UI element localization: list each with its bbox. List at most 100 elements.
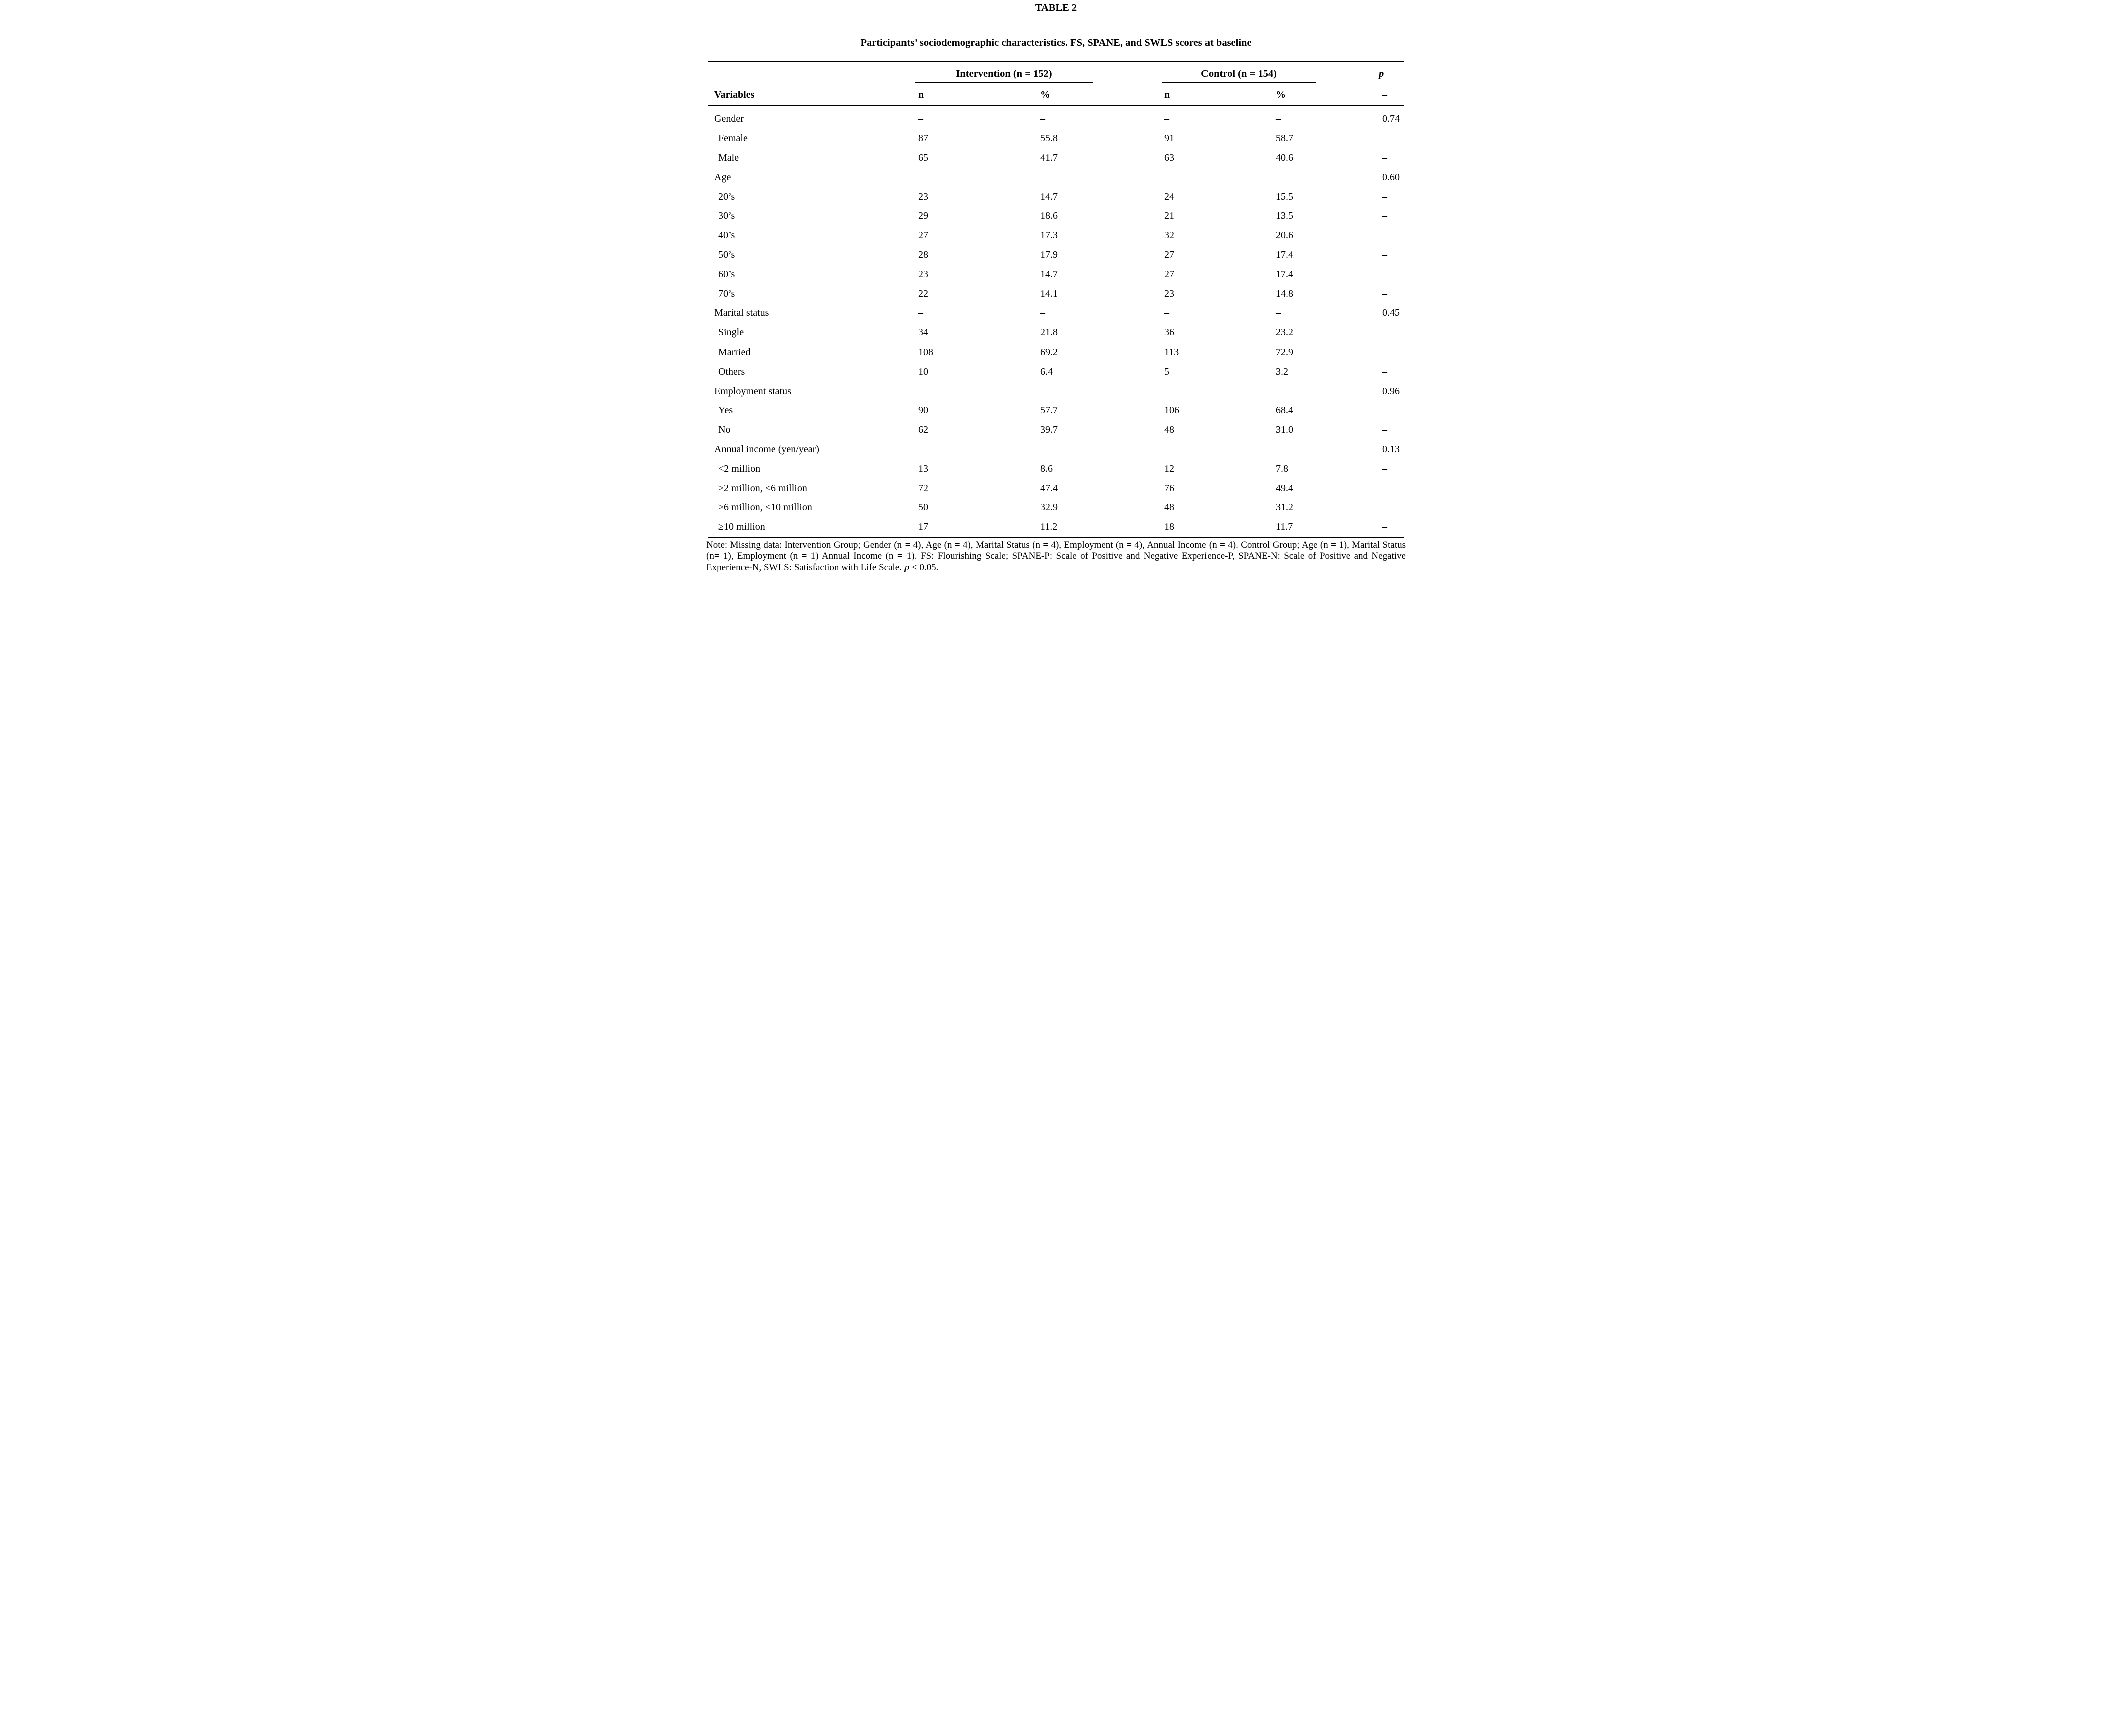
percent-cell: 41.7 — [1040, 152, 1058, 163]
percent-cell: 18.6 — [1040, 210, 1058, 222]
n-cell: 36 — [1164, 327, 1174, 338]
percent-cell: 20.6 — [1276, 230, 1293, 241]
control-n-header: n — [1164, 89, 1170, 100]
percent-cell: 21.8 — [1040, 327, 1058, 338]
table-row: 50’s 28 17.9 27 17.4 – — [708, 245, 1404, 265]
percent-cell: 11.7 — [1276, 521, 1293, 533]
percent-cell: 7.8 — [1276, 463, 1288, 474]
table-row: <2 million 13 8.6 12 7.8 – — [708, 459, 1404, 479]
row-label-cell: No — [718, 424, 731, 436]
table-row: Married 108 69.2 113 72.9 – — [708, 342, 1404, 362]
n-cell: 108 — [918, 346, 933, 358]
p-cell: – — [1382, 133, 1387, 144]
percent-cell: – — [1276, 385, 1281, 397]
p-cell: 0.74 — [1382, 113, 1400, 125]
table-number: TABLE 2 — [1035, 2, 1077, 13]
note-text: Note: Missing data: Intervention Group; … — [706, 540, 1406, 573]
percent-cell: 40.6 — [1276, 152, 1293, 163]
percent-cell: 69.2 — [1040, 346, 1058, 358]
percent-cell: 32.9 — [1040, 502, 1058, 513]
p-cell: 0.13 — [1382, 443, 1400, 455]
percent-cell: 58.7 — [1276, 133, 1293, 144]
percent-cell: 31.2 — [1276, 502, 1293, 513]
percent-cell: 3.2 — [1276, 366, 1288, 377]
p-cell: – — [1382, 463, 1387, 474]
percent-cell: 47.4 — [1040, 482, 1058, 494]
percent-cell: 14.7 — [1040, 191, 1058, 202]
table-row: Single 34 21.8 36 23.2 – — [708, 323, 1404, 342]
n-cell: 13 — [918, 463, 928, 474]
percent-cell: – — [1040, 113, 1045, 125]
row-label-cell: 20’s — [718, 191, 735, 202]
n-cell: 22 — [918, 288, 928, 299]
p-cell: 0.45 — [1382, 307, 1400, 319]
n-cell: 91 — [1164, 133, 1174, 144]
percent-cell: 17.9 — [1040, 249, 1058, 260]
n-cell: 12 — [1164, 463, 1174, 474]
n-cell: – — [918, 171, 923, 183]
percent-cell: 23.2 — [1276, 327, 1293, 338]
percent-cell: 49.4 — [1276, 482, 1293, 494]
percent-cell: – — [1276, 171, 1281, 183]
n-cell: 17 — [918, 521, 928, 533]
n-cell: 65 — [918, 152, 928, 163]
n-cell: 63 — [1164, 152, 1174, 163]
n-cell: 34 — [918, 327, 928, 338]
n-cell: 24 — [1164, 191, 1174, 202]
p-cell: – — [1382, 288, 1387, 299]
n-cell: 23 — [918, 268, 928, 280]
p-cell: – — [1382, 327, 1387, 338]
table-row: Annual income (yen/year) – – – – 0.13 — [708, 440, 1404, 459]
n-cell: – — [1164, 385, 1169, 397]
percent-cell: – — [1276, 307, 1281, 319]
n-cell: 18 — [1164, 521, 1174, 533]
percent-cell: 13.5 — [1276, 210, 1293, 222]
n-cell: 23 — [1164, 288, 1174, 299]
n-cell: 27 — [918, 230, 928, 241]
p-cell: – — [1382, 152, 1387, 163]
note-p-symbol: p — [904, 562, 910, 573]
page: TABLE 2 Participants’ sociodemographic c… — [704, 0, 1408, 579]
n-cell: 72 — [918, 482, 928, 494]
row-label-cell: Single — [718, 327, 744, 338]
row-label-cell: 40’s — [718, 230, 735, 241]
table-row: ≥2 million, <6 million 72 47.4 76 49.4 – — [708, 479, 1404, 498]
p-cell: – — [1382, 191, 1387, 202]
n-cell: – — [918, 443, 923, 455]
p-cell: – — [1382, 230, 1387, 241]
n-cell: 28 — [918, 249, 928, 260]
table-row: ≥10 million 17 11.2 18 11.7 – — [708, 517, 1404, 537]
header-rule — [708, 104, 1404, 106]
percent-cell: – — [1040, 443, 1045, 455]
n-cell: 5 — [1164, 366, 1169, 377]
row-label-cell: Age — [714, 171, 731, 183]
percent-cell: 14.1 — [1040, 288, 1058, 299]
percent-cell: 6.4 — [1040, 366, 1053, 377]
row-label-cell: Gender — [714, 113, 744, 125]
row-label-cell: Annual income (yen/year) — [714, 443, 819, 455]
row-label-cell: Others — [718, 366, 745, 377]
n-cell: 27 — [1164, 268, 1174, 280]
table-row: Male 65 41.7 63 40.6 – — [708, 148, 1404, 168]
row-label-cell: Female — [718, 133, 748, 144]
percent-cell: 31.0 — [1276, 424, 1293, 436]
row-label-cell: <2 million — [718, 463, 761, 474]
percent-cell: 17.4 — [1276, 249, 1293, 260]
p-cell: – — [1382, 482, 1387, 494]
row-label-cell: 60’s — [718, 268, 735, 280]
n-cell: 50 — [918, 502, 928, 513]
n-cell: – — [918, 385, 923, 397]
percent-cell: – — [1040, 171, 1045, 183]
percent-cell: 55.8 — [1040, 133, 1058, 144]
table-note: Note: Missing data: Intervention Group; … — [706, 540, 1406, 573]
row-label-cell: ≥2 million, <6 million — [718, 482, 807, 494]
n-cell: – — [1164, 113, 1169, 125]
row-label-cell: Employment status — [714, 385, 791, 397]
p-cell: 0.60 — [1382, 171, 1400, 183]
percent-cell: 39.7 — [1040, 424, 1058, 436]
p-cell: 0.96 — [1382, 385, 1400, 397]
n-cell: 48 — [1164, 424, 1174, 436]
n-cell: – — [918, 113, 923, 125]
p-cell: – — [1382, 405, 1387, 416]
table-row: 60’s 23 14.7 27 17.4 – — [708, 265, 1404, 284]
